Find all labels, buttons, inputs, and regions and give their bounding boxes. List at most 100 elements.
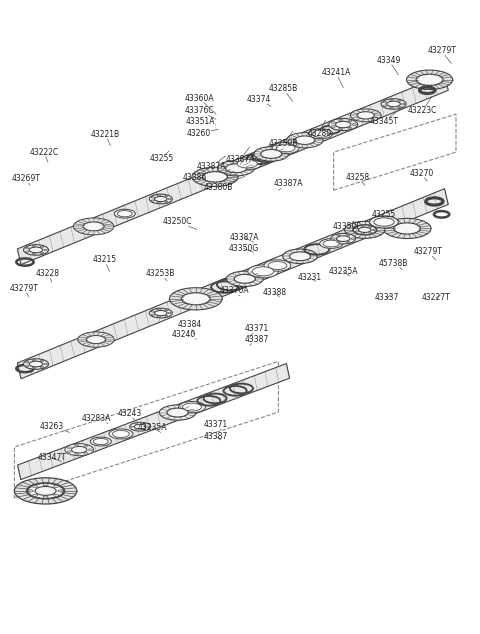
- Text: 43241A: 43241A: [321, 68, 351, 87]
- Ellipse shape: [67, 451, 71, 453]
- Ellipse shape: [25, 247, 29, 249]
- Ellipse shape: [32, 245, 36, 247]
- Ellipse shape: [289, 252, 311, 261]
- Ellipse shape: [84, 453, 88, 454]
- Ellipse shape: [248, 265, 278, 278]
- Ellipse shape: [112, 430, 130, 437]
- Text: 43240: 43240: [171, 330, 197, 339]
- Ellipse shape: [320, 239, 343, 249]
- Ellipse shape: [147, 426, 150, 427]
- Ellipse shape: [72, 446, 87, 453]
- Ellipse shape: [383, 101, 387, 103]
- Ellipse shape: [44, 363, 48, 365]
- Ellipse shape: [390, 100, 393, 101]
- Ellipse shape: [67, 447, 71, 448]
- Ellipse shape: [268, 262, 287, 269]
- Ellipse shape: [181, 293, 210, 305]
- Text: 43223C: 43223C: [408, 96, 437, 115]
- Ellipse shape: [131, 426, 133, 427]
- Ellipse shape: [32, 367, 36, 369]
- Ellipse shape: [331, 122, 335, 124]
- Ellipse shape: [168, 198, 171, 200]
- Ellipse shape: [32, 253, 36, 255]
- Text: 43388: 43388: [263, 288, 287, 297]
- Ellipse shape: [381, 99, 406, 109]
- Ellipse shape: [29, 361, 43, 367]
- Ellipse shape: [227, 271, 263, 287]
- Ellipse shape: [58, 490, 63, 492]
- Ellipse shape: [40, 246, 44, 247]
- Ellipse shape: [182, 403, 202, 411]
- Text: 45738B: 45738B: [379, 259, 408, 269]
- Ellipse shape: [336, 235, 340, 236]
- Text: 43221B: 43221B: [91, 130, 120, 146]
- Text: 43387: 43387: [245, 335, 269, 346]
- Ellipse shape: [169, 288, 222, 310]
- Ellipse shape: [155, 311, 167, 316]
- Ellipse shape: [218, 160, 254, 176]
- Text: 43337: 43337: [374, 294, 398, 302]
- Ellipse shape: [54, 495, 59, 496]
- Ellipse shape: [88, 449, 92, 451]
- Ellipse shape: [40, 360, 44, 361]
- Ellipse shape: [143, 429, 146, 430]
- Ellipse shape: [65, 444, 94, 456]
- Ellipse shape: [165, 309, 168, 311]
- Ellipse shape: [283, 249, 317, 264]
- Text: 43243: 43243: [118, 409, 142, 420]
- Text: 43279T: 43279T: [414, 247, 443, 260]
- Ellipse shape: [383, 105, 387, 107]
- Ellipse shape: [43, 496, 48, 498]
- Ellipse shape: [157, 316, 160, 318]
- Ellipse shape: [165, 201, 168, 202]
- Text: 43387: 43387: [204, 432, 228, 441]
- Text: 43371: 43371: [245, 324, 269, 337]
- Ellipse shape: [35, 486, 56, 495]
- Ellipse shape: [390, 107, 393, 108]
- Ellipse shape: [387, 101, 400, 107]
- Ellipse shape: [276, 144, 295, 152]
- Text: 43347T: 43347T: [37, 453, 66, 462]
- Text: 43258: 43258: [346, 173, 370, 185]
- Ellipse shape: [350, 109, 381, 122]
- Ellipse shape: [226, 164, 247, 172]
- Ellipse shape: [179, 401, 205, 413]
- Ellipse shape: [264, 260, 291, 271]
- Ellipse shape: [83, 222, 104, 231]
- Ellipse shape: [25, 361, 29, 363]
- Ellipse shape: [353, 225, 377, 235]
- Ellipse shape: [345, 221, 385, 238]
- Ellipse shape: [346, 242, 350, 243]
- Text: 43380B: 43380B: [204, 176, 245, 192]
- Ellipse shape: [78, 332, 114, 347]
- Ellipse shape: [114, 209, 135, 218]
- Ellipse shape: [75, 444, 79, 446]
- Ellipse shape: [361, 233, 364, 234]
- Text: 43350F: 43350F: [332, 221, 361, 231]
- Ellipse shape: [109, 429, 133, 439]
- Ellipse shape: [157, 195, 160, 196]
- Text: 43270: 43270: [409, 169, 433, 181]
- Ellipse shape: [295, 136, 315, 145]
- Ellipse shape: [357, 112, 374, 119]
- Ellipse shape: [155, 197, 167, 202]
- Ellipse shape: [369, 232, 372, 233]
- Text: 43350G: 43350G: [228, 244, 259, 253]
- Text: 43215: 43215: [93, 256, 117, 271]
- Ellipse shape: [339, 128, 343, 130]
- Ellipse shape: [287, 133, 323, 148]
- Ellipse shape: [336, 236, 350, 242]
- Text: 43376C: 43376C: [184, 107, 216, 119]
- Ellipse shape: [25, 251, 29, 252]
- Ellipse shape: [372, 229, 375, 231]
- Text: 43260: 43260: [187, 129, 218, 138]
- Ellipse shape: [370, 216, 398, 228]
- Ellipse shape: [54, 486, 59, 488]
- Ellipse shape: [168, 313, 171, 314]
- Text: 43374: 43374: [247, 95, 271, 107]
- Ellipse shape: [151, 200, 155, 201]
- Ellipse shape: [346, 235, 350, 236]
- Ellipse shape: [329, 119, 358, 131]
- Text: 43370A: 43370A: [219, 286, 249, 296]
- Ellipse shape: [44, 249, 48, 250]
